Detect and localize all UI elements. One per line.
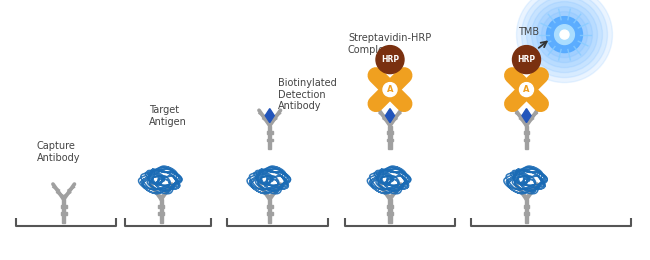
Text: A: A	[523, 85, 530, 94]
Bar	[525, 126, 528, 150]
Circle shape	[541, 12, 588, 58]
Bar	[62, 199, 66, 223]
Circle shape	[521, 0, 608, 77]
Circle shape	[519, 83, 534, 97]
Circle shape	[512, 46, 541, 74]
Bar	[266, 132, 273, 134]
Bar	[523, 139, 530, 141]
Bar	[60, 212, 67, 215]
Polygon shape	[385, 109, 395, 123]
Bar	[387, 205, 393, 208]
Circle shape	[526, 0, 603, 73]
Bar	[388, 199, 392, 223]
Bar	[158, 212, 164, 215]
Text: A: A	[387, 85, 393, 94]
Bar	[387, 132, 393, 134]
Bar	[523, 212, 530, 215]
Bar	[268, 199, 272, 223]
Bar	[387, 212, 393, 215]
Bar	[266, 205, 273, 208]
Text: Streptavidin-HRP
Complex: Streptavidin-HRP Complex	[348, 33, 431, 55]
Circle shape	[560, 30, 569, 39]
Bar	[268, 126, 272, 150]
Bar	[388, 126, 392, 150]
Bar	[159, 199, 163, 223]
Text: TMB: TMB	[519, 27, 540, 37]
Bar	[525, 199, 528, 223]
Bar	[266, 212, 273, 215]
Text: Target
Antigen: Target Antigen	[150, 105, 187, 127]
Text: HRP: HRP	[381, 55, 399, 64]
Bar	[387, 139, 393, 141]
Polygon shape	[522, 109, 531, 123]
Circle shape	[532, 2, 597, 68]
Circle shape	[536, 6, 593, 63]
Bar	[60, 205, 67, 208]
Polygon shape	[265, 109, 274, 123]
Circle shape	[383, 83, 397, 97]
Circle shape	[547, 17, 582, 53]
Text: HRP: HRP	[517, 55, 536, 64]
Bar	[523, 132, 530, 134]
Circle shape	[517, 0, 612, 83]
Circle shape	[376, 46, 404, 74]
Bar	[523, 205, 530, 208]
Bar	[266, 139, 273, 141]
Circle shape	[554, 25, 575, 44]
Text: Biotinylated
Detection
Antibody: Biotinylated Detection Antibody	[278, 78, 337, 111]
Bar	[158, 205, 164, 208]
Text: Capture
Antibody: Capture Antibody	[36, 141, 80, 163]
